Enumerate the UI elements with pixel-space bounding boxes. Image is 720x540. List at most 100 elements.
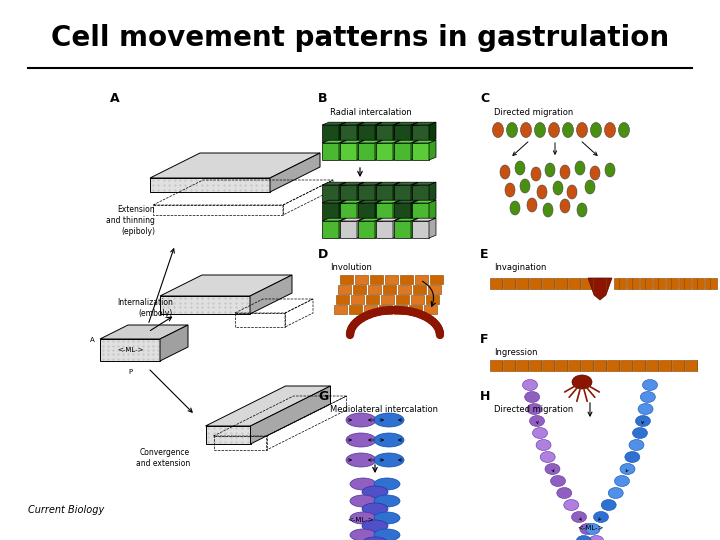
Ellipse shape <box>525 392 540 402</box>
Bar <box>646 360 658 371</box>
Polygon shape <box>429 200 436 220</box>
Ellipse shape <box>533 428 547 438</box>
Bar <box>542 278 554 289</box>
Polygon shape <box>376 140 400 143</box>
Ellipse shape <box>590 123 601 138</box>
Ellipse shape <box>374 413 404 427</box>
Bar <box>340 125 357 142</box>
Bar <box>607 360 619 371</box>
Polygon shape <box>358 200 382 203</box>
Bar <box>322 125 339 142</box>
Ellipse shape <box>572 511 587 523</box>
Text: Invagination: Invagination <box>494 263 546 272</box>
Bar <box>666 278 678 289</box>
Polygon shape <box>411 200 418 220</box>
Text: Internalization
(emboly): Internalization (emboly) <box>117 298 173 318</box>
Ellipse shape <box>585 523 600 535</box>
Bar <box>581 360 593 371</box>
Polygon shape <box>393 140 400 160</box>
Polygon shape <box>412 182 436 185</box>
Bar <box>428 285 441 294</box>
Ellipse shape <box>520 179 530 193</box>
Text: Extension
and thinning
(epiboly): Extension and thinning (epiboly) <box>106 205 155 236</box>
Ellipse shape <box>537 185 547 199</box>
Ellipse shape <box>540 451 555 462</box>
Text: <-ML->: <-ML-> <box>117 347 143 353</box>
Text: B: B <box>318 92 328 105</box>
Text: A: A <box>110 92 120 105</box>
Bar <box>568 278 580 289</box>
Text: F: F <box>480 333 488 346</box>
Bar <box>355 275 368 284</box>
Ellipse shape <box>523 380 538 390</box>
Bar <box>412 125 429 142</box>
Ellipse shape <box>585 180 595 194</box>
Bar <box>555 278 567 289</box>
Text: Cell movement patterns in gastrulation: Cell movement patterns in gastrulation <box>51 24 669 52</box>
Text: <-ML->: <-ML-> <box>347 517 373 523</box>
Text: Ingression: Ingression <box>494 348 538 357</box>
Bar <box>398 285 411 294</box>
Ellipse shape <box>346 433 376 447</box>
Bar <box>379 305 392 314</box>
Ellipse shape <box>362 520 388 532</box>
Text: P: P <box>128 369 132 375</box>
Ellipse shape <box>614 476 629 487</box>
Polygon shape <box>375 122 382 142</box>
Polygon shape <box>412 122 436 125</box>
Polygon shape <box>429 122 436 142</box>
Polygon shape <box>270 153 320 192</box>
Polygon shape <box>251 386 330 444</box>
Polygon shape <box>412 200 436 203</box>
Bar <box>358 221 375 238</box>
Bar <box>358 185 375 202</box>
Bar <box>385 275 398 284</box>
Bar <box>529 278 541 289</box>
Text: E: E <box>480 248 488 261</box>
Ellipse shape <box>642 380 657 390</box>
Bar <box>370 275 383 284</box>
Bar <box>685 360 697 371</box>
Bar <box>490 360 502 371</box>
Bar <box>394 185 411 202</box>
Bar <box>351 295 364 304</box>
Ellipse shape <box>346 453 376 467</box>
Polygon shape <box>100 339 160 361</box>
Bar <box>366 295 379 304</box>
Ellipse shape <box>527 403 542 415</box>
Polygon shape <box>322 218 346 221</box>
Ellipse shape <box>505 183 515 197</box>
Bar <box>358 125 375 142</box>
Ellipse shape <box>362 503 388 515</box>
Ellipse shape <box>618 123 629 138</box>
Bar <box>581 278 593 289</box>
Polygon shape <box>357 182 364 202</box>
Bar <box>368 285 381 294</box>
Ellipse shape <box>577 203 587 217</box>
Ellipse shape <box>577 123 588 138</box>
Ellipse shape <box>608 488 624 498</box>
Ellipse shape <box>557 488 572 498</box>
Bar <box>340 221 357 238</box>
Bar <box>394 125 411 142</box>
Polygon shape <box>339 218 346 238</box>
Text: Current Biology: Current Biology <box>28 505 104 515</box>
Ellipse shape <box>572 375 592 389</box>
Ellipse shape <box>374 453 404 467</box>
Bar <box>516 360 528 371</box>
Ellipse shape <box>589 536 604 540</box>
Bar <box>412 185 429 202</box>
Bar <box>383 285 396 294</box>
Bar <box>490 278 502 289</box>
Polygon shape <box>357 122 364 142</box>
Polygon shape <box>393 182 400 202</box>
Text: <-ML->: <-ML-> <box>577 525 603 531</box>
Bar <box>409 305 422 314</box>
Ellipse shape <box>549 123 559 138</box>
Bar <box>396 295 409 304</box>
Polygon shape <box>412 218 436 221</box>
Ellipse shape <box>545 163 555 177</box>
Ellipse shape <box>601 500 616 510</box>
Ellipse shape <box>576 536 591 540</box>
Polygon shape <box>339 200 346 220</box>
